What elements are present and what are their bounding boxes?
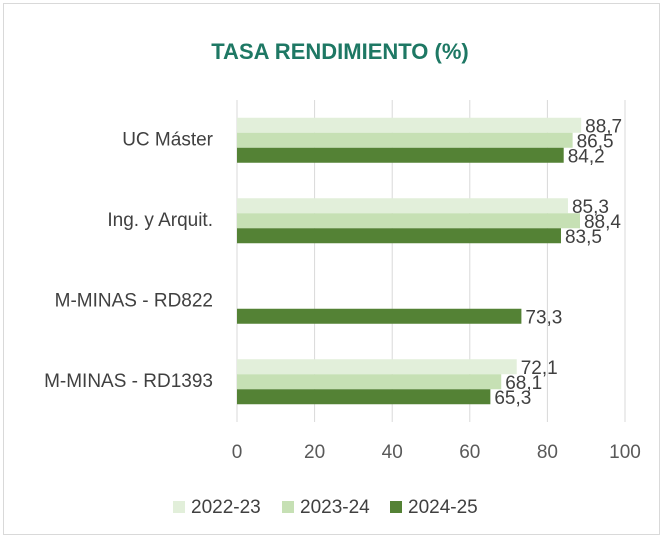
legend-swatch xyxy=(390,501,402,513)
bar xyxy=(237,117,582,133)
bar xyxy=(237,132,573,148)
x-tick-label: 20 xyxy=(304,442,325,463)
y-tick-label: UC Máster xyxy=(122,129,213,150)
x-tick-label: 80 xyxy=(537,442,558,463)
x-tick-label: 100 xyxy=(609,442,641,463)
bar xyxy=(237,213,580,229)
value-label: 85,3 xyxy=(572,197,609,218)
value-label: 84,2 xyxy=(568,146,605,167)
value-label: 73,3 xyxy=(525,307,562,328)
y-tick-label: M-MINAS - RD822 xyxy=(55,290,213,311)
value-label: 86,5 xyxy=(577,131,614,152)
legend-swatch xyxy=(282,501,294,513)
bar xyxy=(237,228,561,244)
value-label: 72,1 xyxy=(521,358,558,379)
y-tick-label: Ing. y Arquit. xyxy=(107,210,213,231)
bar xyxy=(237,359,517,375)
bar xyxy=(237,198,568,214)
legend-label: 2024-25 xyxy=(408,497,478,518)
y-tick-label: M-MINAS - RD1393 xyxy=(44,371,213,392)
bar xyxy=(237,374,502,390)
x-tick-label: 40 xyxy=(382,442,403,463)
chart-border xyxy=(3,3,660,535)
bar xyxy=(237,389,491,405)
bar xyxy=(237,147,564,163)
value-label: 83,5 xyxy=(565,227,602,248)
legend-swatch xyxy=(173,501,185,513)
value-label: 65,3 xyxy=(494,388,531,409)
value-label: 68,1 xyxy=(505,373,542,394)
value-label: 88,4 xyxy=(584,212,621,233)
x-tick-label: 60 xyxy=(459,442,480,463)
bar xyxy=(237,308,522,324)
x-tick-label: 0 xyxy=(232,442,243,463)
value-label: 88,7 xyxy=(585,116,622,137)
chart-title: TASA RENDIMIENTO (%) xyxy=(211,39,468,64)
legend-label: 2023-24 xyxy=(300,497,370,518)
legend-label: 2022-23 xyxy=(191,497,261,518)
